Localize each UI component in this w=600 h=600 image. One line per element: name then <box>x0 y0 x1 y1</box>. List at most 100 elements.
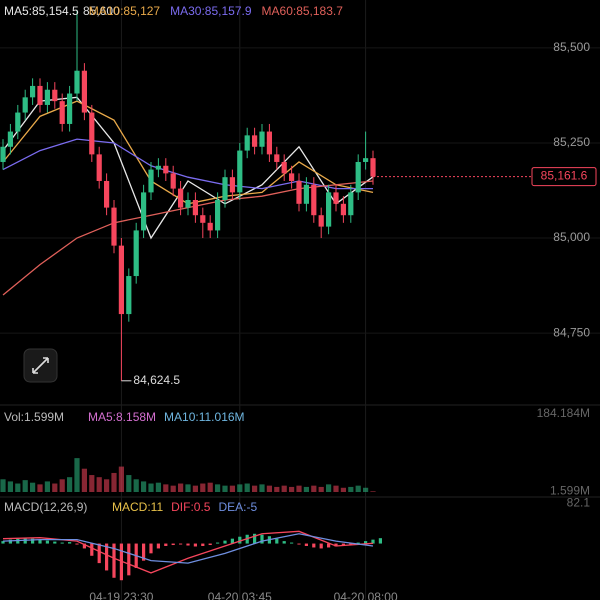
volume-bar <box>52 483 58 492</box>
volume-bar <box>311 485 317 492</box>
macd-bar <box>275 538 279 544</box>
x-tick-label: 04-20 08:00 <box>334 590 398 600</box>
volume-legend: MA10:11.016M <box>164 410 245 424</box>
candle-body <box>178 188 184 208</box>
macd-bar <box>82 543 86 549</box>
candle-body <box>89 112 95 155</box>
candle-body <box>318 215 324 227</box>
macd-bar <box>179 543 183 545</box>
volume-bar <box>7 481 13 492</box>
candle-body <box>67 93 73 124</box>
candle-body <box>141 192 147 231</box>
legend-entry: MA5:85,154.5 <box>4 4 79 18</box>
candle-body <box>192 200 198 216</box>
candle-body <box>281 161 287 174</box>
candle-body <box>118 245 124 315</box>
candle-body <box>0 146 6 162</box>
candle-body <box>7 131 13 147</box>
candle-body <box>200 215 206 223</box>
candle-body <box>52 89 58 102</box>
candle-body <box>355 161 361 193</box>
y-tick-label: 85,000 <box>553 230 590 244</box>
volume-bar <box>163 484 169 492</box>
volume-bar <box>237 484 243 492</box>
macd-bar <box>319 543 323 549</box>
volume-bar <box>370 491 376 492</box>
high-annotation: 85,600 <box>83 4 120 18</box>
macd-bar <box>156 543 160 549</box>
volume-bar <box>74 458 80 492</box>
ma-line <box>2 100 374 205</box>
macd-bar <box>201 543 205 546</box>
legend-entry: MA60:85,183.7 <box>262 4 344 18</box>
volume-bar <box>326 484 332 492</box>
volume-bar <box>296 485 302 492</box>
volume-bar <box>0 479 6 492</box>
macd-bar <box>327 543 331 548</box>
candle-body <box>215 200 221 231</box>
macd-bar <box>253 533 257 544</box>
macd-bar <box>119 543 123 581</box>
candle-body <box>207 222 213 231</box>
macd-bar <box>164 543 168 546</box>
x-tick-label: 04-19 23:30 <box>89 590 153 600</box>
legend-entry: MA10:85,127 <box>89 4 161 18</box>
candle-body <box>22 97 28 113</box>
volume-bar <box>81 468 87 492</box>
macd-bar <box>68 542 72 544</box>
macd-bar <box>356 542 360 544</box>
macd-bar <box>75 543 79 545</box>
candle-body <box>44 89 50 105</box>
volume-bar <box>289 486 295 492</box>
volume-bar <box>215 484 221 492</box>
macd-bar <box>238 536 242 544</box>
volume-bar <box>266 485 272 492</box>
macd-bar <box>112 543 116 578</box>
low-annotation: 84,624.5 <box>133 373 180 387</box>
macd-bar <box>290 542 294 544</box>
volume-bar <box>222 485 228 492</box>
volume-bar <box>96 477 102 492</box>
macd-bar <box>31 538 35 544</box>
candle-body <box>289 173 295 181</box>
candle-body <box>111 207 117 246</box>
macd-bar <box>223 540 227 544</box>
volume-bar <box>340 487 346 492</box>
macd-bar <box>230 538 234 544</box>
volume-bar <box>207 482 213 492</box>
candle-body <box>237 150 243 193</box>
macd-bar <box>142 543 146 561</box>
candle-body <box>104 180 110 208</box>
macd-bar <box>97 543 101 564</box>
candle-body <box>296 180 302 204</box>
volume-bar <box>111 472 117 492</box>
candle-body <box>81 70 87 113</box>
volume-bar <box>126 475 132 492</box>
macd-bar <box>193 543 197 547</box>
macd-title: MACD(12,26,9) <box>4 500 87 514</box>
volume-bar <box>259 484 265 492</box>
candle-body <box>303 184 309 204</box>
candle-body <box>133 230 139 277</box>
macd-bar <box>364 541 368 544</box>
candle-body <box>326 192 332 227</box>
candle-body <box>37 85 43 105</box>
volume-bar <box>274 486 280 492</box>
candle-body <box>148 169 154 193</box>
volume-bar <box>67 477 73 492</box>
volume-bar <box>141 481 147 492</box>
y-tick-label: 85,250 <box>553 135 590 149</box>
candle-body <box>266 131 272 155</box>
macd-bar <box>186 543 190 546</box>
last-price-label: 85,161.6 <box>541 169 588 183</box>
candle-body <box>222 177 228 200</box>
macd-bar <box>341 543 345 546</box>
volume-title: Vol:1.599M <box>4 410 64 424</box>
macd-bar <box>8 539 12 544</box>
candle-body <box>311 184 317 216</box>
expand-icon <box>32 357 49 374</box>
macd-bar <box>334 543 338 547</box>
macd-bar <box>216 542 220 544</box>
